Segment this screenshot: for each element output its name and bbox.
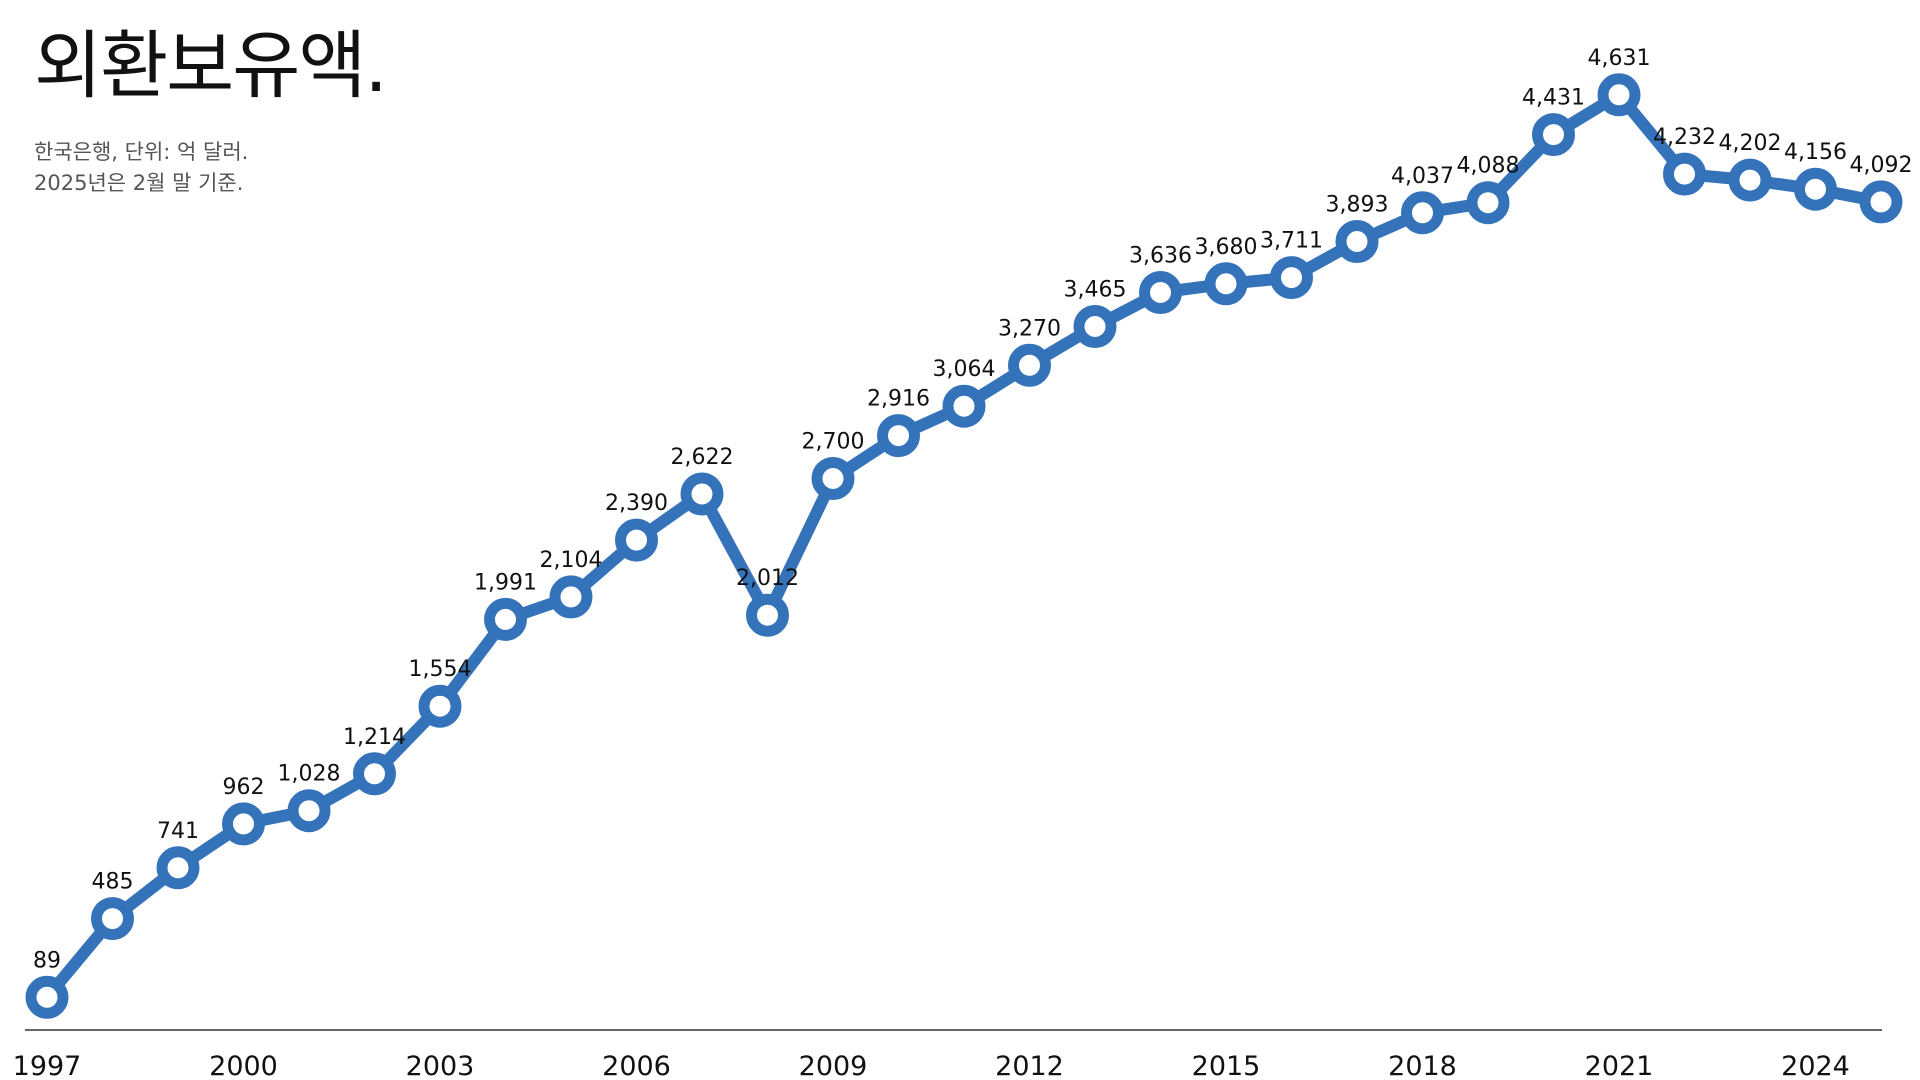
data-point-2010	[877, 414, 920, 458]
data-label-2019: 4,088	[1457, 154, 1520, 179]
data-label-2022: 4,232	[1653, 125, 1716, 150]
data-point-2016	[1270, 256, 1313, 300]
chart-subtitle: 한국은행, 단위: 억 달러. 2025년은 2월 말 기준.	[34, 137, 248, 199]
data-point-2022	[1663, 152, 1706, 196]
data-label-2024: 4,156	[1784, 140, 1847, 165]
data-label-2015: 3,680	[1195, 235, 1258, 260]
data-label-2010: 2,916	[867, 387, 930, 412]
data-point-2023	[1728, 158, 1772, 202]
data-point-2015	[1204, 262, 1248, 306]
data-label-2003: 1,554	[409, 657, 472, 682]
data-label-2023: 4,202	[1719, 131, 1782, 156]
data-point-2004	[484, 597, 527, 641]
data-point-2012	[1008, 343, 1051, 387]
data-label-1999: 741	[157, 819, 199, 844]
data-point-2018	[1401, 191, 1444, 235]
data-label-2000: 962	[223, 775, 265, 800]
data-label-2025: 4,092	[1850, 153, 1913, 178]
data-label-2009: 2,700	[802, 430, 865, 455]
data-label-1997: 89	[33, 948, 61, 973]
data-point-2000	[222, 802, 265, 846]
data-point-2008	[746, 593, 789, 637]
data-label-2013: 3,465	[1064, 278, 1127, 303]
x-tick-label-1997: 1997	[13, 1051, 82, 1080]
data-label-2017: 3,893	[1326, 193, 1389, 218]
x-tick-label-2024: 2024	[1781, 1051, 1850, 1080]
data-label-2006: 2,390	[605, 491, 668, 516]
data-point-1999	[156, 846, 200, 890]
data-label-2021: 4,631	[1588, 46, 1651, 71]
data-point-2013	[1073, 305, 1117, 348]
data-label-2007: 2,622	[671, 445, 734, 470]
data-point-2003	[418, 684, 462, 728]
x-tick-label-2021: 2021	[1585, 1051, 1654, 1080]
data-point-2017	[1335, 220, 1379, 263]
data-point-2014	[1139, 271, 1182, 314]
data-point-2002	[353, 752, 396, 796]
data-point-2020	[1532, 113, 1575, 157]
data-label-2018: 4,037	[1391, 164, 1454, 189]
series-line	[41, 88, 1887, 1004]
x-tick-label-2015: 2015	[1192, 1051, 1261, 1080]
data-point-2005	[549, 575, 593, 619]
data-label-2014: 3,636	[1129, 244, 1192, 269]
data-point-2019	[1466, 181, 1510, 225]
data-label-2002: 1,214	[343, 725, 406, 750]
data-label-2012: 3,270	[998, 316, 1061, 341]
data-point-2001	[287, 789, 331, 833]
data-point-2025	[1859, 180, 1903, 224]
data-label-2001: 1,028	[278, 762, 341, 787]
x-tick-label-2012: 2012	[995, 1051, 1064, 1080]
x-tick-label-2018: 2018	[1388, 1051, 1457, 1080]
data-point-2006	[615, 518, 658, 562]
x-tick-label-2009: 2009	[799, 1051, 868, 1080]
data-label-2004: 1,991	[474, 570, 537, 595]
x-tick-label-2003: 2003	[406, 1051, 475, 1080]
data-label-2020: 4,431	[1522, 86, 1585, 111]
x-tick-label-2006: 2006	[602, 1051, 671, 1080]
data-point-1997	[25, 975, 69, 1019]
data-point-2009	[811, 457, 855, 500]
data-point-1998	[91, 897, 134, 941]
data-point-2021	[1597, 73, 1641, 117]
data-label-2008: 2,012	[736, 566, 799, 591]
data-label-1998: 485	[92, 870, 134, 895]
data-label-2005: 2,104	[540, 548, 603, 573]
data-point-2011	[942, 384, 986, 428]
data-point-2024	[1794, 167, 1837, 211]
data-label-2016: 3,711	[1260, 229, 1323, 254]
chart-title: 외환보유액.	[34, 23, 388, 109]
data-point-2007	[680, 472, 724, 516]
data-label-2011: 3,064	[933, 357, 996, 382]
subtitle-source-line: 한국은행, 단위: 억 달러.	[34, 140, 249, 164]
x-tick-label-2000: 2000	[209, 1051, 278, 1080]
subtitle-date-line: 2025년은 2월 말 기준.	[34, 171, 244, 195]
